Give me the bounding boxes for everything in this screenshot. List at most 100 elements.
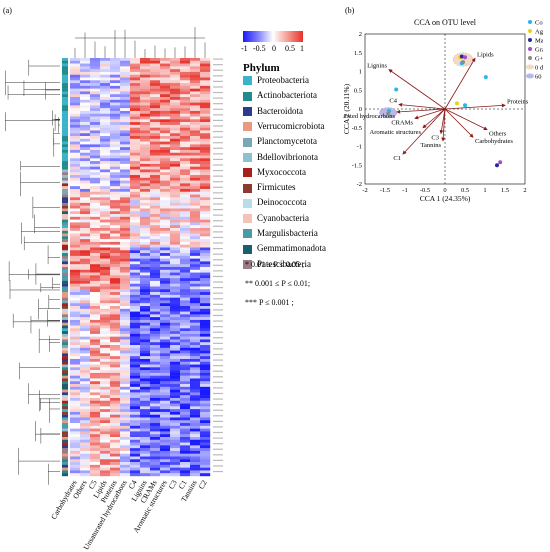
heatmap-cell [180, 272, 191, 276]
heatmap-cell [150, 417, 161, 421]
heatmap-cell [100, 110, 111, 114]
cca-vector-arrow [444, 57, 476, 110]
heatmap-cell [70, 261, 81, 265]
heatmap-row-label [213, 147, 223, 149]
heatmap-cell [130, 294, 141, 298]
heatmap-cell [140, 177, 151, 181]
phylum-strip-cell [62, 425, 68, 429]
phylum-strip-cell [62, 110, 68, 114]
heatmap-cell [160, 253, 171, 257]
phylum-legend-item: Firmicutes [243, 182, 296, 193]
heatmap-cell [80, 169, 91, 173]
heatmap-cell [120, 163, 131, 167]
heatmap-cell [80, 289, 91, 293]
heatmap-cell [110, 108, 121, 112]
heatmap-cell [170, 130, 181, 134]
heatmap-cell [90, 105, 101, 109]
heatmap-cell [180, 283, 191, 287]
heatmap-cell [110, 289, 121, 293]
heatmap-cell [150, 102, 161, 106]
heatmap-cell [200, 113, 211, 117]
heatmap-cell [90, 172, 101, 176]
heatmap-cell [110, 63, 121, 67]
heatmap-cell [150, 278, 161, 282]
phylum-strip-cell [62, 431, 68, 435]
heatmap-cell [130, 83, 141, 87]
heatmap-cell [130, 303, 141, 307]
heatmap-cell [70, 130, 81, 134]
heatmap-cell [190, 83, 201, 87]
heatmap-cell [90, 211, 101, 215]
heatmap-cell [180, 105, 191, 109]
heatmap-cell [120, 372, 131, 376]
heatmap-cell [170, 163, 181, 167]
heatmap-cell [130, 417, 141, 421]
heatmap-cell [120, 358, 131, 362]
heatmap-cell [140, 384, 151, 388]
heatmap-cell [80, 306, 91, 309]
heatmap-row-label [213, 247, 223, 250]
heatmap-cell [70, 420, 81, 424]
heatmap-cell [80, 417, 91, 421]
heatmap-cell [70, 85, 81, 89]
heatmap-cell [70, 328, 81, 332]
heatmap-cell [70, 230, 81, 234]
heatmap-cell [110, 136, 121, 140]
heatmap-cell [170, 386, 181, 390]
heatmap-cell [150, 94, 161, 98]
heatmap-cell [140, 85, 151, 89]
heatmap-cell [120, 470, 131, 474]
heatmap-cell [110, 434, 121, 438]
heatmap-cell [170, 314, 181, 318]
heatmap-cell [110, 194, 121, 198]
heatmap-cell [130, 88, 141, 92]
heatmap-cell [80, 448, 91, 452]
heatmap-cell [200, 122, 211, 126]
heatmap-cell [180, 423, 191, 427]
heatmap-cell [70, 456, 81, 460]
heatmap-cell [130, 297, 141, 301]
heatmap-cell [180, 448, 191, 452]
heatmap-cell [110, 375, 121, 379]
colorbar-tick: 0.5 [285, 44, 295, 53]
heatmap-cell [180, 450, 191, 454]
heatmap-cell [90, 200, 101, 204]
phylum-legend-item: Verrucomicrobiota [243, 121, 324, 132]
heatmap-cell [90, 350, 101, 354]
heatmap-cell [140, 188, 151, 192]
heatmap-cell [120, 283, 131, 287]
phylum-strip-cell [62, 278, 68, 282]
heatmap-cell [170, 303, 181, 307]
heatmap-cell [80, 347, 91, 351]
heatmap-cell [100, 71, 111, 75]
phylum-strip-cell [62, 328, 68, 332]
heatmap-row-label [213, 108, 223, 110]
heatmap-cell [100, 467, 111, 471]
heatmap-cell [170, 133, 181, 137]
heatmap-cell [70, 258, 81, 262]
phylum-strip-cell [62, 219, 68, 223]
heatmap-cell [90, 303, 101, 307]
heatmap-cell [160, 97, 171, 100]
heatmap-cell [70, 138, 81, 142]
heatmap-cell [150, 386, 161, 390]
heatmap-cell [140, 308, 151, 312]
heatmap-cell [150, 356, 161, 360]
heatmap-cell [190, 436, 201, 440]
heatmap-cell [180, 353, 191, 357]
heatmap-cell [180, 147, 191, 151]
heatmap-row-label [213, 292, 223, 294]
heatmap-cell [180, 227, 191, 231]
heatmap-cell [180, 275, 191, 279]
heatmap-cell [160, 175, 171, 179]
heatmap-cell [150, 71, 161, 75]
heatmap-cell [140, 448, 151, 452]
heatmap-cell [120, 258, 131, 262]
heatmap-cell [140, 350, 151, 354]
phylum-swatch [243, 152, 252, 162]
heatmap-cell [170, 381, 181, 385]
heatmap-cell [110, 200, 121, 204]
heatmap-row-label [213, 465, 223, 467]
heatmap-cell [70, 336, 81, 340]
heatmap-cell [140, 286, 151, 290]
